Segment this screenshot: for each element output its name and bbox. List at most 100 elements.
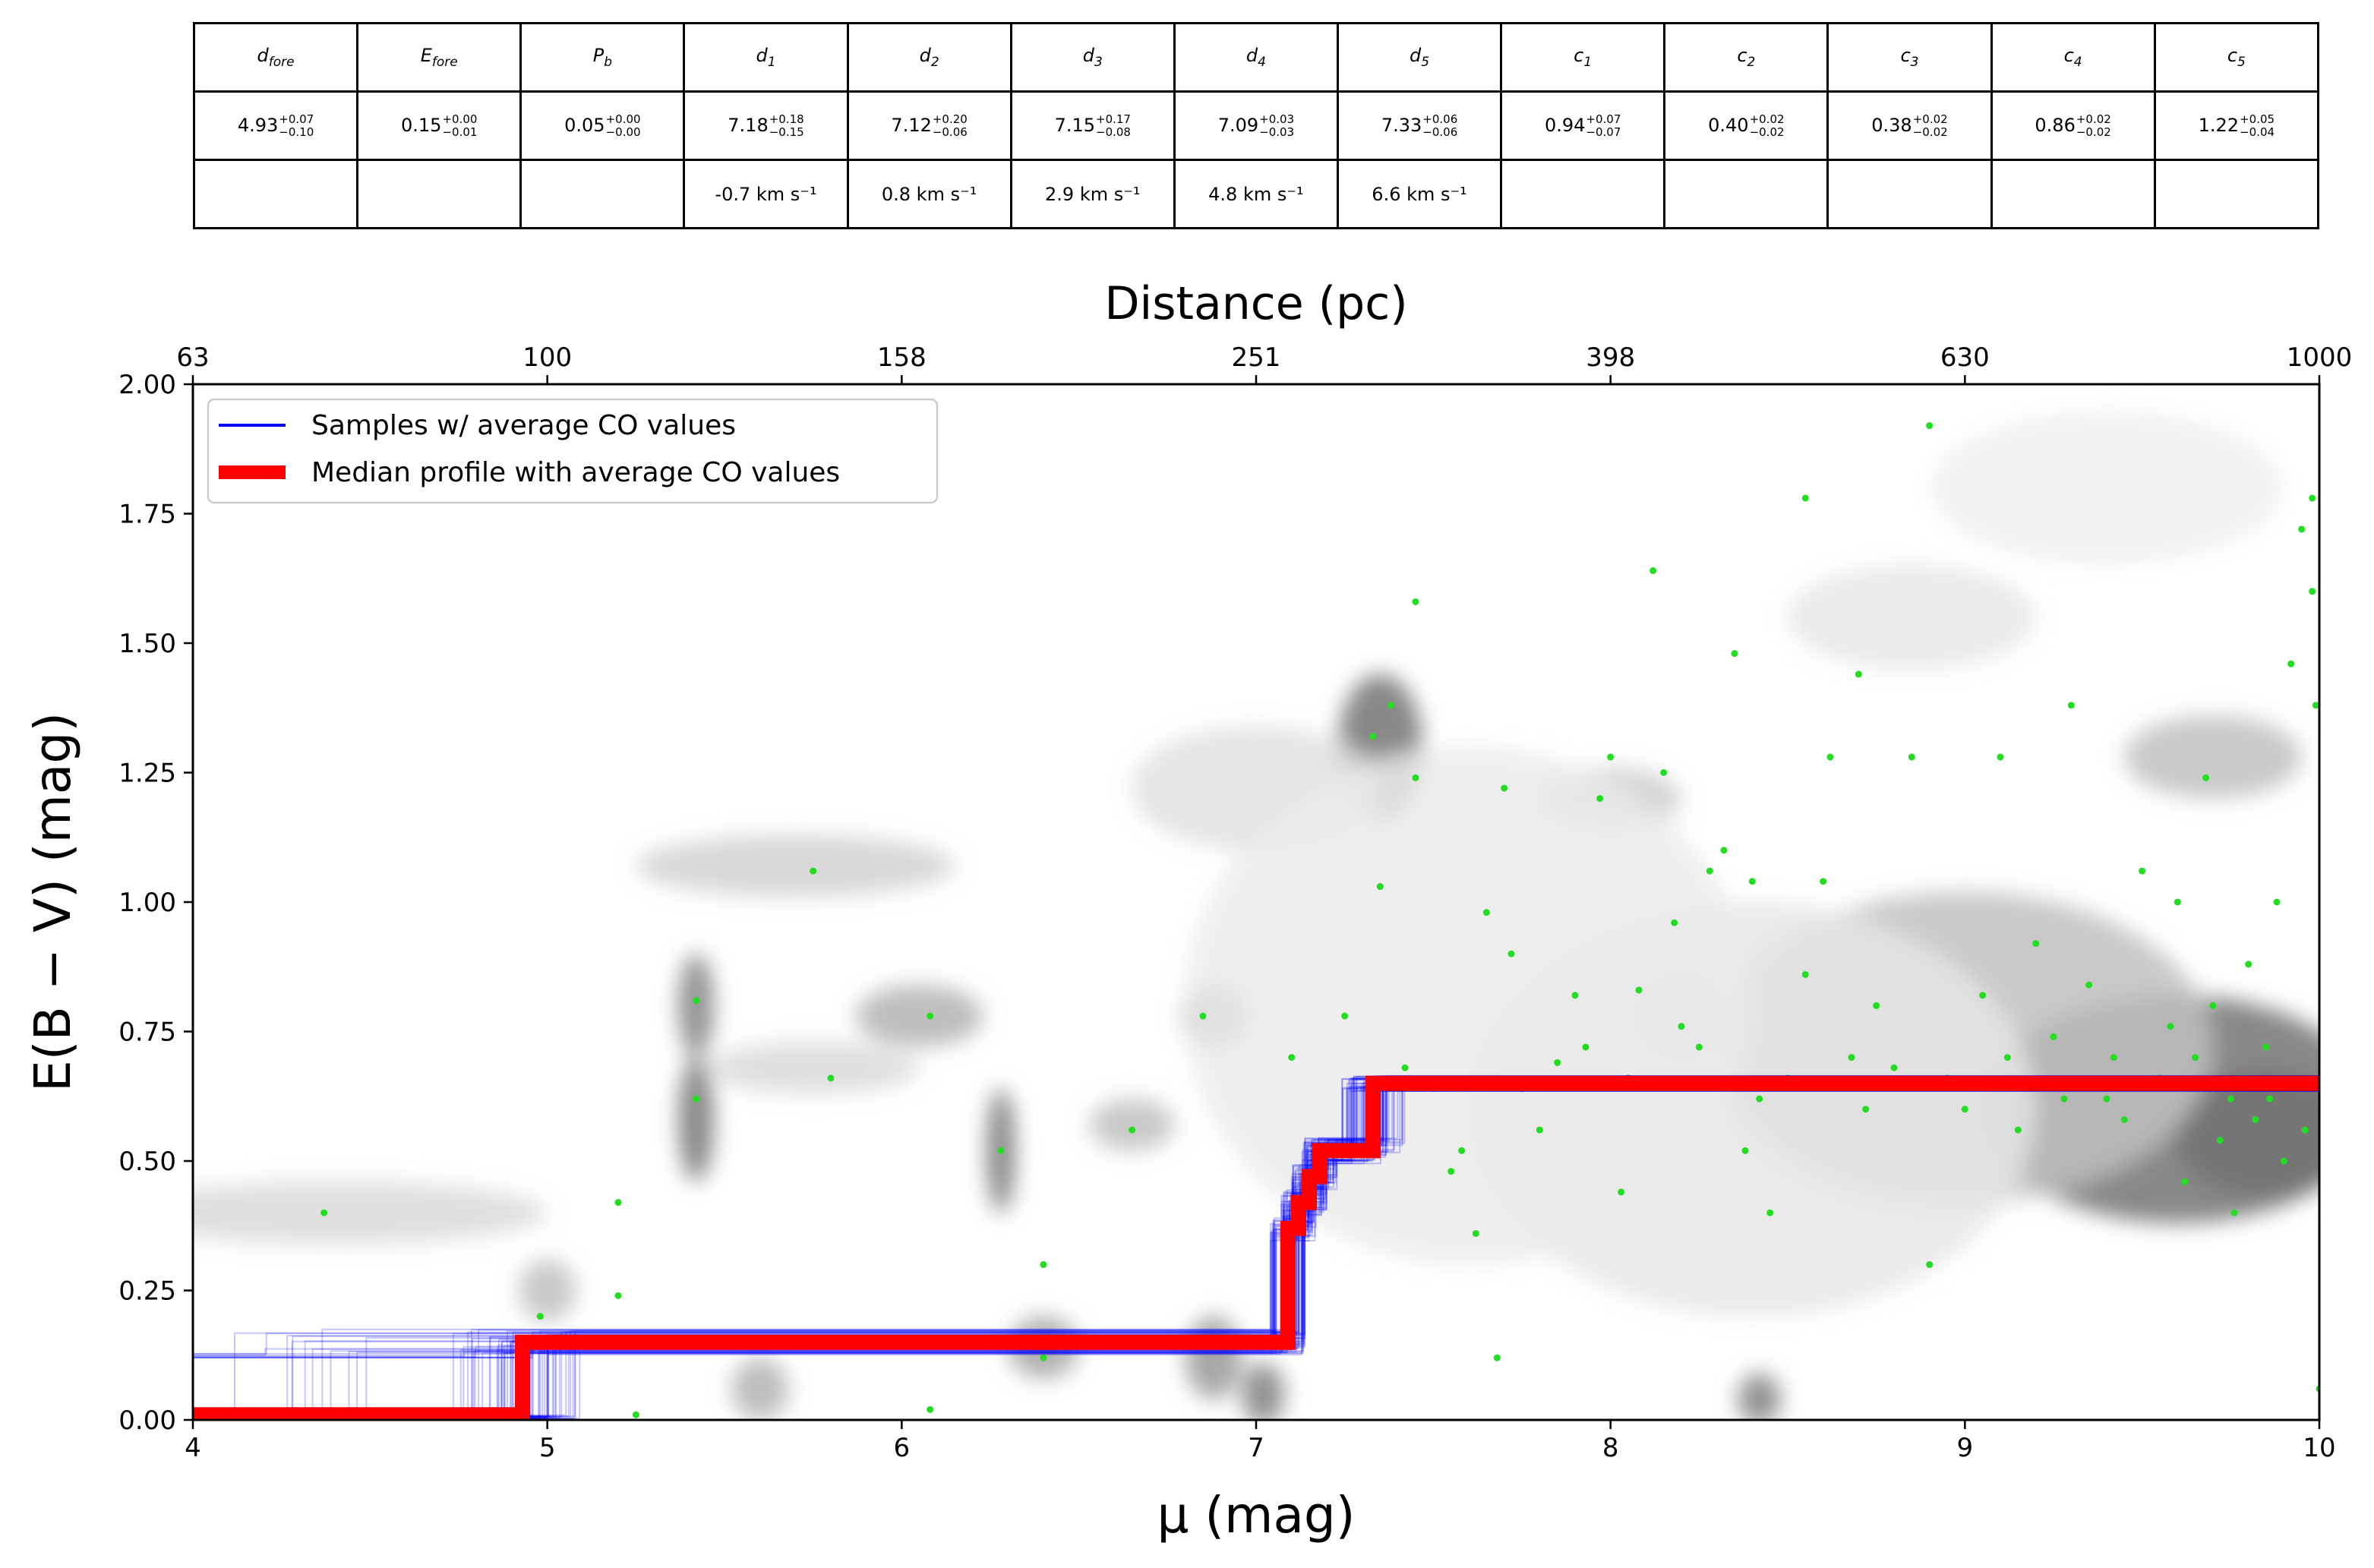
x-axis-label: μ (mag) [1157,1486,1355,1544]
top-tick-label: 63 [176,342,209,373]
star-point [1447,1168,1455,1175]
table-value-cell: 0.38 +0.02 −0.02 [1826,90,1993,161]
star-point [1748,878,1756,885]
table-header-cell: Efore [356,22,522,93]
table-values-row: 4.93 +0.07 −0.10 0.15 +0.00 −0.01 0.05 +0.00 −0.… [192,90,2320,161]
density-clump [519,1259,576,1322]
star-point [2298,525,2306,533]
table-header-cell: d1 [683,22,849,93]
star-point [2273,898,2281,906]
star-point [927,1406,934,1413]
density-clump [2124,715,2302,799]
table-value-cell: 0.40 +0.02 −0.02 [1663,90,1829,161]
star-point [2003,1054,2011,1062]
star-point [1536,1126,1543,1134]
density-clump [706,1042,920,1094]
star-point [1412,598,1419,605]
star-point [2192,1054,2199,1062]
star-point [1908,753,1915,761]
density-clump [636,834,955,898]
x-tick-label: 8 [1602,1433,1619,1463]
star-point [1040,1354,1047,1361]
star-point [2014,1126,2022,1134]
star-point [1501,784,1508,792]
sample-line [193,1087,2319,1420]
x-tick-label: 4 [185,1433,201,1463]
star-point [1507,950,1515,958]
top-tick-label: 158 [877,342,927,373]
star-point [1741,1147,1749,1154]
y-tick-label: 0.75 [118,1017,176,1048]
table-value-cell: 0.94 +0.07 −0.07 [1500,90,1666,161]
star-point [2174,898,2181,906]
table-value-cell: 1.22 +0.05 −0.04 [2153,90,2320,161]
y-tick-label: 1.25 [118,759,176,789]
star-point [320,1209,328,1216]
y-tick-label: 0.00 [118,1406,176,1436]
star-point [810,867,817,875]
table-velocity-cell [1500,159,1666,229]
density-clumps [193,410,2319,1420]
median-line [193,1075,2319,1420]
y-tick-label: 1.00 [118,888,176,918]
table-value-cell: 7.18 +0.18 −0.15 [683,90,849,161]
star-point [1199,1012,1207,1020]
table-header-row: dfore Efore Pb d1 d2 d3 d4 d5 c1 c2 c3 c4 c5 [192,22,2320,93]
table-header-cell: c4 [1990,22,2156,93]
star-point [2050,1033,2057,1040]
table-velocity-cell [356,159,522,229]
top-tick-label: 1000 [2287,342,2353,373]
star-point [536,1313,544,1320]
star-point [2139,867,2146,875]
density-clump [1788,565,2036,670]
star-point [1756,1095,1763,1103]
density-background [193,384,2319,1420]
star-point [693,997,700,1005]
star-point [1635,986,1643,994]
table-velocity-cell [1663,159,1829,229]
star-point [1607,753,1615,761]
star-point [2120,1115,2128,1123]
star-point [693,1095,700,1103]
star-point [1571,992,1579,999]
x-tick-label: 6 [894,1433,911,1463]
table-velocity-cell: -0.7 km s⁻¹ [683,159,849,229]
table-value-cell: 4.93 +0.07 −0.10 [192,90,359,161]
legend-sample-label: Samples w/ average CO values [311,410,736,441]
star-point [1482,909,1490,917]
y-tick-label: 0.25 [118,1276,176,1307]
star-point [1695,1043,1703,1051]
star-point [1855,670,1862,678]
legend-box [207,398,939,504]
star-point [2209,1002,2217,1009]
density-clump [2177,1073,2319,1197]
table-value-cell: 0.05 +0.00 −0.00 [519,90,686,161]
table-value-cell: 0.15 +0.00 −0.01 [356,90,522,161]
star-point [1997,753,2004,761]
legend: Samples w/ average CO values Median profi… [207,398,939,504]
table-velocity-cell: 0.8 km s⁻¹ [846,159,1012,229]
star-point [2085,981,2093,989]
star-point [2167,1023,2174,1030]
star-point [1554,1058,1561,1066]
top-tick-label: 100 [522,342,572,373]
star-point [2245,961,2252,968]
star-point [1731,650,1738,658]
star-point [1341,1012,1349,1020]
legend-median-label: Median profile with average CO values [311,457,840,488]
star-point [1493,1354,1501,1361]
star-point [1890,1064,1898,1071]
x-tick-label: 5 [539,1433,556,1463]
axes: 4 5 6 7 8 9 10 0.00 0.25 0.50 0.75 1.00 1.25 1.50 1.75… [24,277,2352,1544]
star-point [2181,1178,2189,1185]
star-point [2103,1095,2110,1103]
x-tick-label: 7 [1248,1433,1264,1463]
table-header-cell: d2 [846,22,1012,93]
table-header-cell: Pb [519,22,686,93]
star-point [1720,847,1728,854]
table-value-cell: 0.86 +0.02 −0.02 [1990,90,2156,161]
star-point [1801,970,1809,978]
star-point [1412,774,1419,781]
x-tick-label: 9 [1957,1433,1974,1463]
star-point [1458,1147,1466,1154]
